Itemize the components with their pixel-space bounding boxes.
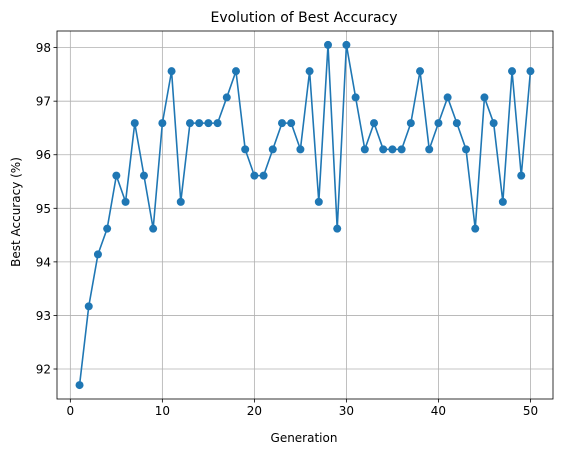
y-tick-label: 95 (36, 202, 51, 216)
data-point (213, 119, 222, 128)
data-point (75, 381, 84, 390)
data-point (314, 197, 323, 206)
data-point (379, 145, 388, 154)
data-point (443, 93, 452, 102)
data-point (139, 171, 148, 180)
data-point (425, 145, 434, 154)
data-point (480, 93, 489, 102)
data-point (259, 171, 268, 180)
data-point (158, 119, 167, 128)
data-point (406, 119, 415, 128)
x-tick-label: 50 (523, 404, 538, 418)
data-point (416, 67, 425, 76)
y-tick-label: 97 (36, 95, 51, 109)
y-tick-label: 96 (36, 148, 51, 162)
y-axis-ticks: 92 93 94 95 96 97 98 (36, 41, 57, 377)
data-point (370, 119, 379, 128)
data-point (397, 145, 406, 154)
data-point (452, 119, 461, 128)
data-point (195, 119, 204, 128)
y-tick-label: 92 (36, 363, 51, 377)
data-point (526, 67, 535, 76)
x-tick-label: 30 (339, 404, 354, 418)
grid-lines (57, 31, 553, 399)
data-point (84, 302, 93, 311)
y-tick-label: 98 (36, 41, 51, 55)
data-point (121, 197, 130, 206)
data-point (103, 224, 112, 233)
data-point (93, 250, 102, 259)
y-axis-label: Best Accuracy (%) (9, 157, 23, 267)
plot-frame (56, 30, 554, 400)
data-point (471, 224, 480, 233)
data-point (489, 119, 498, 128)
x-axis-ticks: 0 10 20 30 40 50 (67, 399, 538, 418)
data-point (305, 67, 314, 76)
data-point (508, 67, 517, 76)
series-line (78, 44, 532, 386)
data-point (167, 67, 176, 76)
data-point (434, 119, 443, 128)
data-point (241, 145, 250, 154)
data-point (185, 119, 194, 128)
y-tick-label: 93 (36, 309, 51, 323)
data-point (268, 145, 277, 154)
data-point (204, 119, 213, 128)
data-point (296, 145, 305, 154)
data-point (130, 119, 139, 128)
data-point (351, 93, 360, 102)
x-tick-label: 40 (431, 404, 446, 418)
data-point (462, 145, 471, 154)
data-point (498, 197, 507, 206)
data-point (333, 224, 342, 233)
x-tick-label: 0 (67, 404, 75, 418)
chart-title: Evolution of Best Accuracy (210, 10, 397, 26)
data-point (149, 224, 158, 233)
data-point (231, 67, 240, 76)
data-point (222, 93, 231, 102)
y-tick-label: 94 (36, 255, 51, 269)
data-point (250, 171, 259, 180)
data-point (176, 197, 185, 206)
x-tick-label: 10 (155, 404, 170, 418)
data-point (388, 145, 397, 154)
data-point (112, 171, 121, 180)
data-point (287, 119, 296, 128)
data-point (517, 171, 526, 180)
data-point (277, 119, 286, 128)
data-point (360, 145, 369, 154)
data-point (342, 40, 351, 49)
data-point (324, 40, 333, 49)
series-group (75, 40, 535, 390)
x-tick-label: 20 (247, 404, 262, 418)
x-axis-label: Generation (271, 431, 338, 445)
